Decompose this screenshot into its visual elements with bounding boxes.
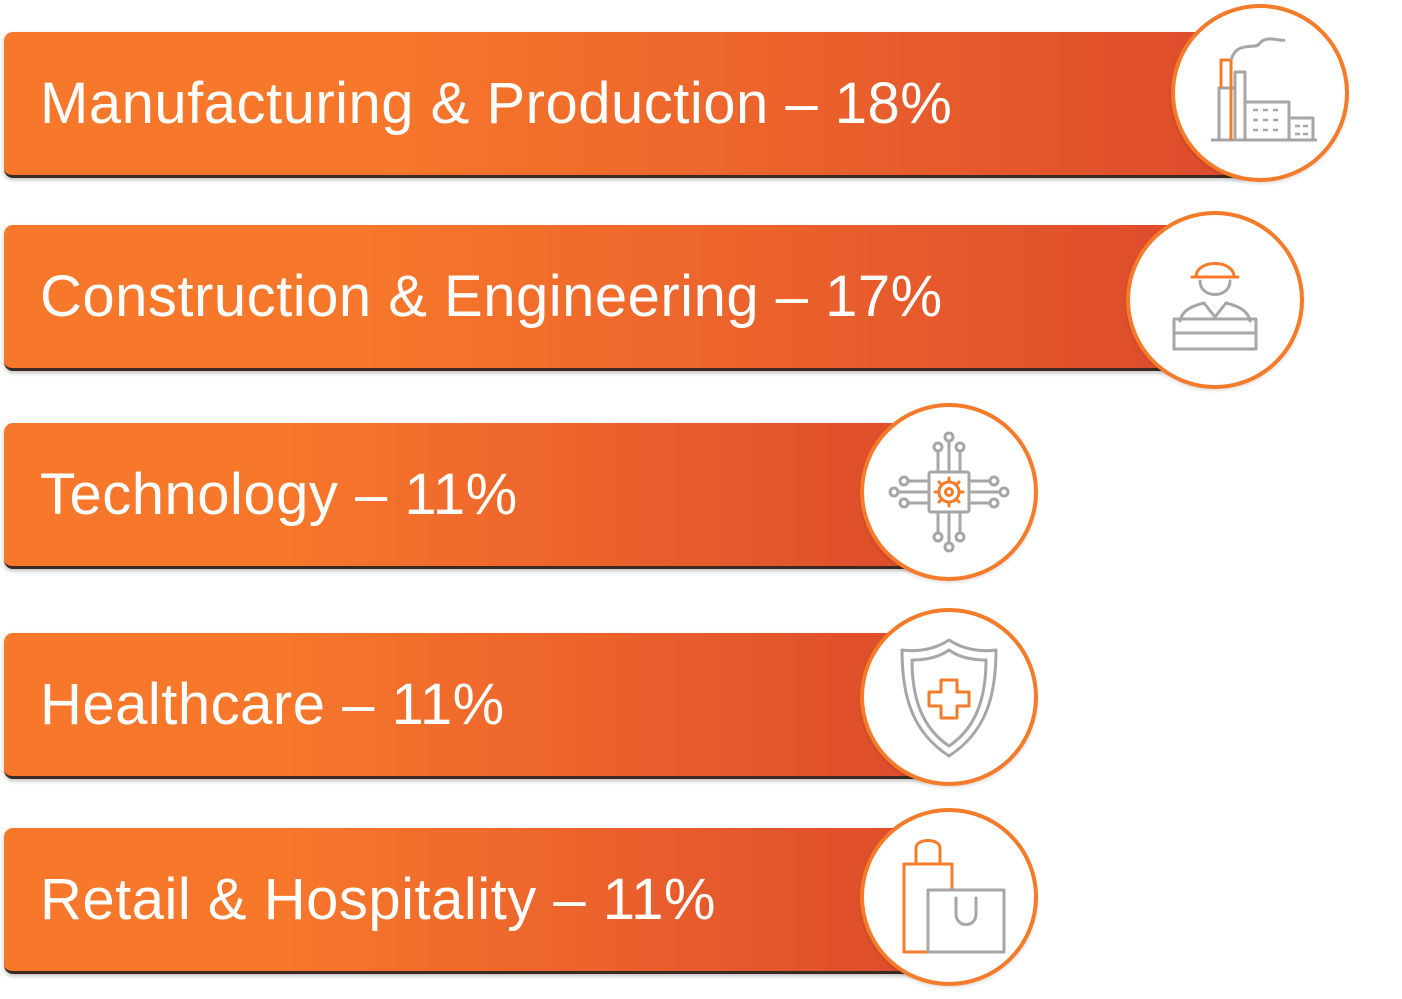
badge-construction-engineering bbox=[1126, 211, 1304, 389]
bar-label-retail-hospitality: Retail & Hospitality – 11% bbox=[40, 867, 717, 932]
bar-manufacturing-production: Manufacturing & Production – 18% bbox=[4, 32, 1250, 178]
bar-construction-engineering: Construction & Engineering – 17% bbox=[4, 225, 1205, 371]
bar-healthcare: Healthcare – 11% bbox=[4, 633, 939, 779]
chip-icon bbox=[888, 431, 1010, 553]
bar-label-construction-engineering: Construction & Engineering – 17% bbox=[40, 264, 943, 329]
bar-label-technology: Technology – 11% bbox=[40, 462, 518, 527]
engineer-icon bbox=[1172, 262, 1258, 351]
bar-label-healthcare: Healthcare – 11% bbox=[40, 672, 505, 737]
bar-technology: Technology – 11% bbox=[4, 423, 939, 569]
bar-label-manufacturing-production: Manufacturing & Production – 18% bbox=[40, 71, 953, 136]
badge-retail-hospitality bbox=[860, 808, 1038, 986]
shopping-bags-icon bbox=[902, 839, 1006, 954]
medical-shield-icon bbox=[900, 638, 998, 758]
badge-healthcare bbox=[860, 608, 1038, 786]
factory-icon bbox=[1211, 37, 1317, 142]
bar-retail-hospitality: Retail & Hospitality – 11% bbox=[4, 828, 939, 974]
badge-technology bbox=[860, 403, 1038, 581]
badge-manufacturing-production bbox=[1171, 4, 1349, 182]
